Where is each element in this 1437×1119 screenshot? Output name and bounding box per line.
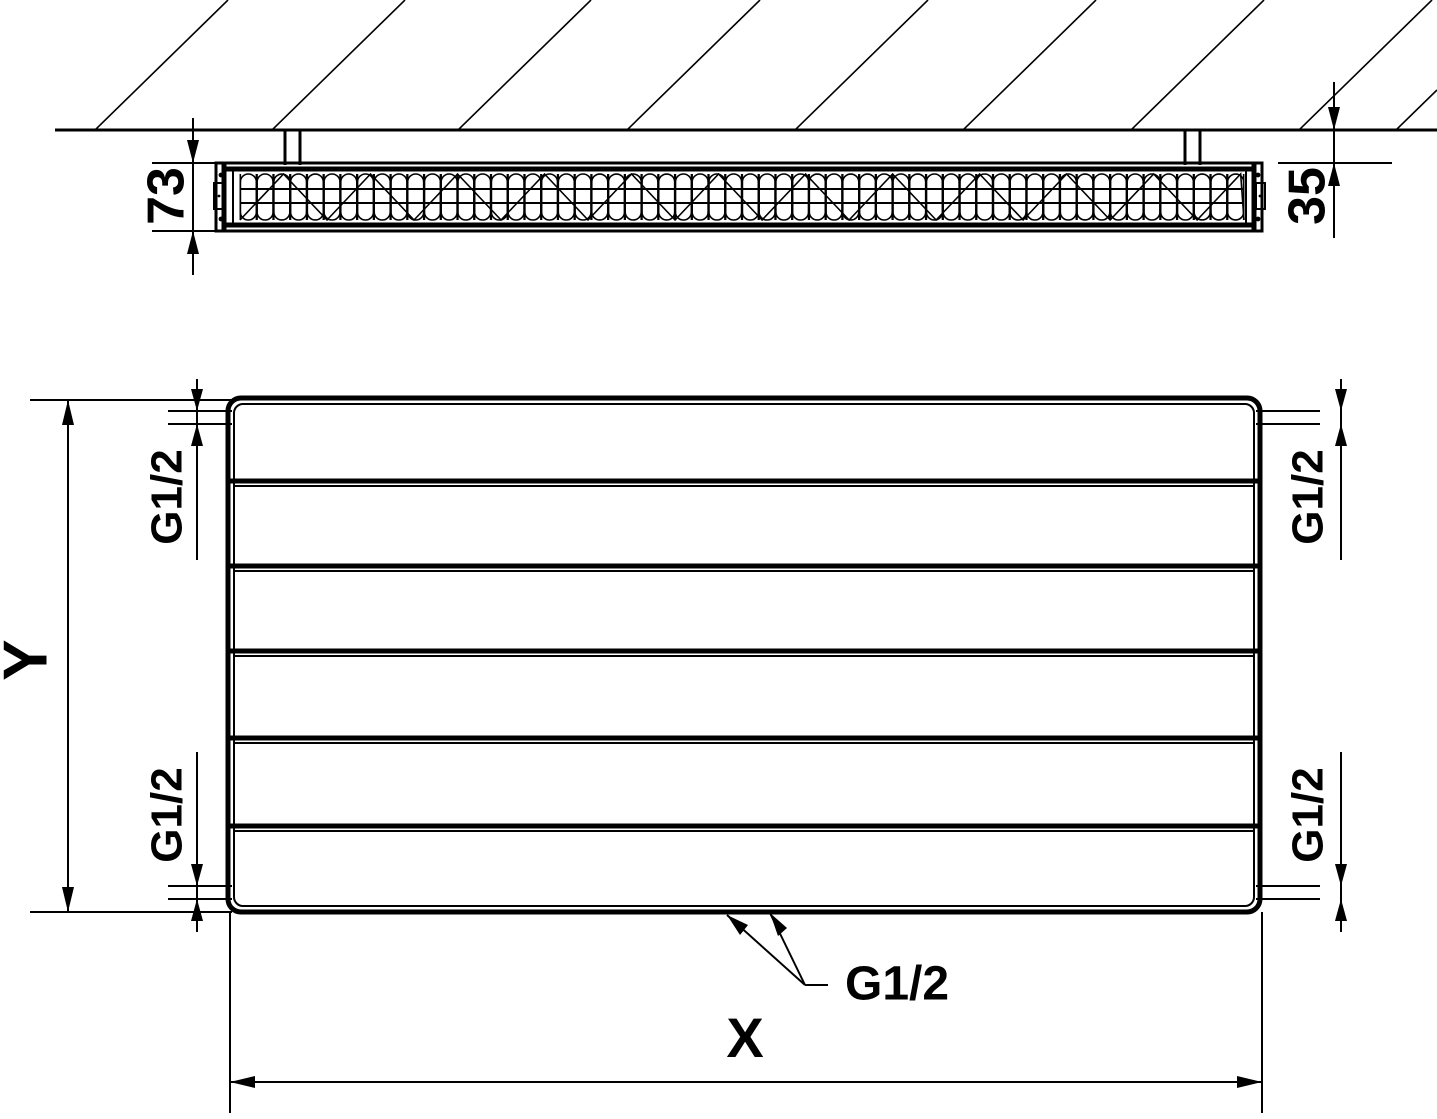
label-thread-bottom-left: G1/2 — [143, 767, 192, 862]
label-thread-top-right: G1/2 — [1284, 449, 1333, 544]
dimension-thread-bottom-right — [1335, 752, 1347, 932]
dimension-depth-73 — [152, 118, 248, 275]
connection-port-top-right — [1256, 410, 1320, 425]
label-thread-leader: G1/2 — [845, 958, 949, 1011]
front-panel-grooves — [228, 478, 1260, 832]
radiator-waterway-lines — [240, 188, 1244, 204]
label-height-Y: Y — [0, 639, 60, 680]
label-depth-73: 73 — [138, 167, 196, 225]
connection-port-bottom-left — [168, 885, 232, 900]
pipe-stub-right — [1183, 130, 1202, 165]
dimension-width-X — [229, 912, 1263, 1113]
connection-port-bottom-right — [1256, 885, 1320, 900]
radiator-section-body — [213, 161, 1266, 233]
leader-thread-bottom-center — [726, 912, 828, 986]
dimension-gap-35 — [1278, 82, 1392, 238]
dimension-thread-top-right — [1335, 379, 1347, 560]
label-thread-bottom-right: G1/2 — [1284, 767, 1333, 862]
dimension-thread-bottom-left — [191, 752, 203, 932]
label-gap-35: 35 — [1279, 167, 1337, 225]
dimension-thread-top-left — [191, 379, 203, 560]
label-thread-top-left: G1/2 — [143, 449, 192, 544]
connection-port-top-left — [168, 410, 232, 425]
convector-fins-group — [239, 172, 1245, 222]
wall-hatching-group — [94, 0, 1437, 131]
label-width-X: X — [726, 1006, 763, 1069]
pipe-stub-left — [283, 130, 302, 165]
